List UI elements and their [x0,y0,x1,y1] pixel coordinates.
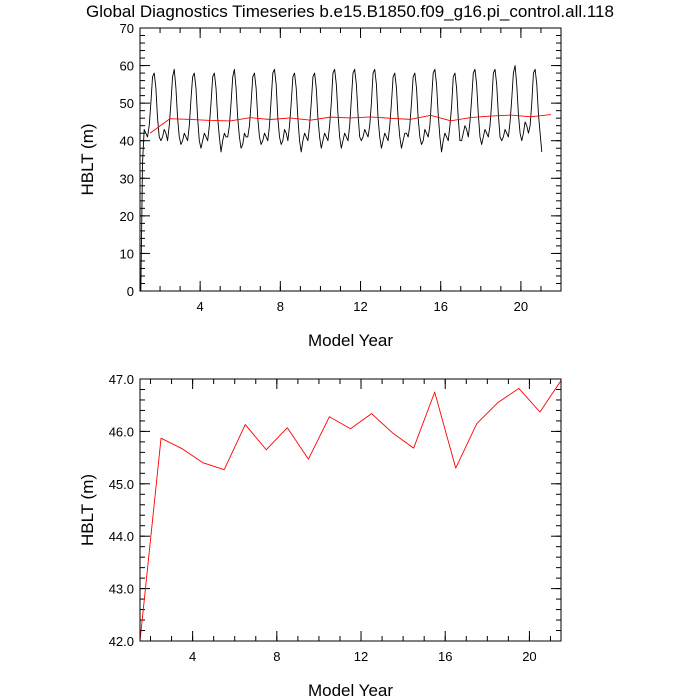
plot-frame [139,378,562,642]
x-tick-label: 4 [197,299,204,314]
series-layer [140,65,552,292]
annual-mean-panel-bottom: 4 8 12 16 20 42.0 43.0 44.0 45.0 46.0 47.0 Model Y… [78,372,562,700]
page-title: Global Diagnostics Timeseries b.e15.B185… [86,2,614,21]
y-tick-label: 20 [120,209,134,224]
y-tick-label: 45.0 [109,477,134,492]
y-tick-label: 40 [120,134,134,149]
x-tick-label: 12 [354,649,368,664]
y-tick-label: 46.0 [109,424,134,439]
annual-mean-series-line [139,380,562,642]
y-tick-label: 70 [120,21,134,36]
x-axis-title: Model Year [308,331,393,350]
x-tick-label: 4 [189,649,196,664]
x-tick-label: 8 [273,649,280,664]
y-tick-label: 60 [120,59,134,74]
plot-frame [139,27,562,292]
y-tick-label: 47.0 [109,372,134,387]
y-tick-label: 42.0 [109,634,134,649]
y-axis-title: HBLT (m) [78,123,97,195]
y-tick-label: 50 [120,96,134,111]
x-tick-label: 20 [522,649,536,664]
x-tick-label: 12 [353,299,367,314]
y-axis-title: HBLT (m) [78,474,97,546]
x-tick-label: 16 [433,299,447,314]
annual-mean-series-line [149,114,552,134]
monthly-series-line [140,65,543,292]
y-tick-label: 30 [120,171,134,186]
timeseries-panel-top: 4 8 12 16 20 0 10 20 30 40 50 60 70 Model Year HBLT … [78,21,562,350]
tick-layer: 4 8 12 16 20 42.0 43.0 44.0 45.0 46.0 47.0 [109,372,561,664]
y-tick-label: 43.0 [109,582,134,597]
y-tick-label: 0 [127,284,134,299]
x-tick-label: 8 [277,299,284,314]
x-tick-label: 20 [514,299,528,314]
x-axis-title: Model Year [308,681,393,700]
x-tick-label: 16 [438,649,452,664]
y-tick-label: 10 [120,246,134,261]
y-tick-label: 44.0 [109,529,134,544]
series-layer [139,380,562,642]
